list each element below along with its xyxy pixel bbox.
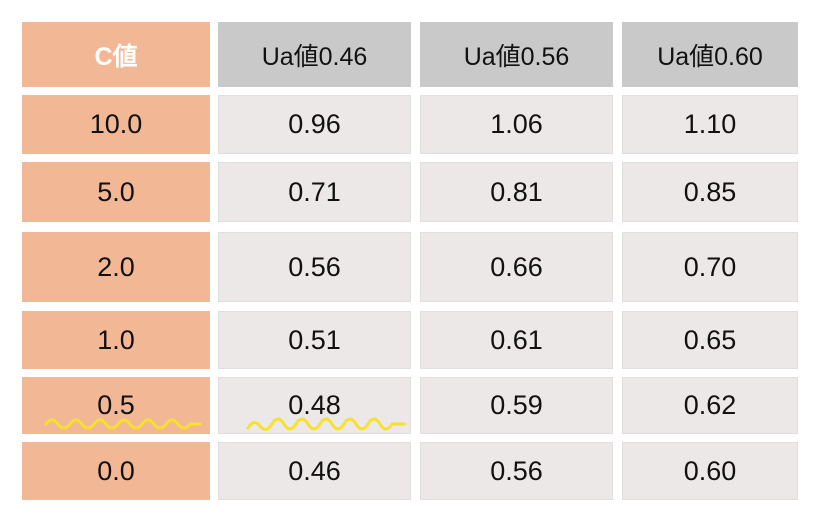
header-cell: Ua値0.56	[420, 22, 613, 87]
table-cell: 0.0	[22, 442, 210, 500]
table-cell: 2.0	[22, 232, 210, 302]
table-cell: 1.10	[622, 95, 798, 154]
table-cell: 0.60	[622, 442, 798, 500]
table-cell: 0.62	[622, 377, 798, 434]
header-cell: C値	[22, 22, 210, 87]
table-cell: 0.70	[622, 232, 798, 302]
header-cell: Ua値0.60	[622, 22, 798, 87]
table-cell: 0.51	[218, 311, 411, 369]
table-cell: 0.48	[218, 377, 411, 434]
table-cell: 0.85	[622, 162, 798, 222]
table-cell: 0.56	[218, 232, 411, 302]
table-cell: 0.96	[218, 95, 411, 154]
table-cell: 0.66	[420, 232, 613, 302]
table-cell: 0.61	[420, 311, 613, 369]
table-cell: 1.0	[22, 311, 210, 369]
table-cell: 0.56	[420, 442, 613, 500]
header-cell: Ua値0.46	[218, 22, 411, 87]
table-cell: 0.59	[420, 377, 613, 434]
table-cell: 0.71	[218, 162, 411, 222]
table-cell: 0.46	[218, 442, 411, 500]
table-cell: 10.0	[22, 95, 210, 154]
table-cell: 0.65	[622, 311, 798, 369]
table-cell: 0.5	[22, 377, 210, 434]
table-cell: 0.81	[420, 162, 613, 222]
table-cell: 5.0	[22, 162, 210, 222]
table-cell: 1.06	[420, 95, 613, 154]
